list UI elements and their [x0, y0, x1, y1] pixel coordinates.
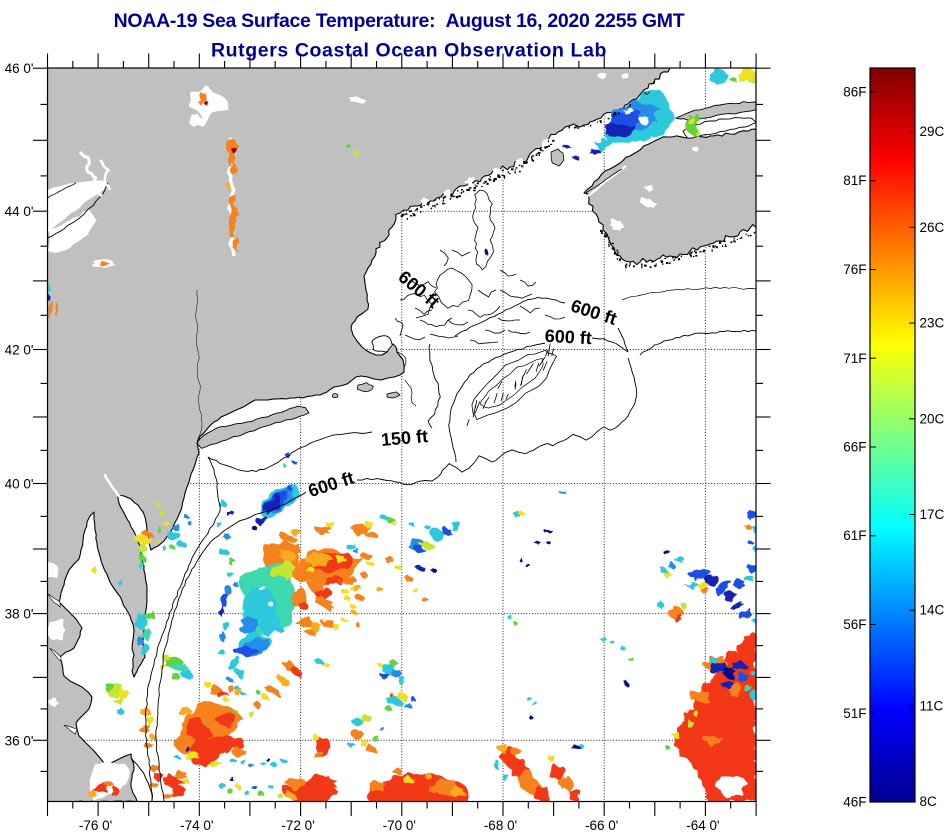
svg-text:-70 0': -70 0' [383, 818, 416, 832]
svg-text:-64 0': -64 0' [686, 818, 719, 832]
svg-text:-68 0': -68 0' [484, 818, 517, 832]
svg-text:23C: 23C [920, 316, 944, 331]
svg-text:36 0': 36 0' [5, 733, 34, 748]
svg-text:600 ft: 600 ft [544, 326, 592, 348]
svg-text:-74 0': -74 0' [180, 818, 213, 832]
svg-text:42 0': 42 0' [5, 343, 34, 358]
svg-text:44 0': 44 0' [5, 204, 34, 219]
svg-text:56F: 56F [843, 617, 866, 632]
svg-text:29C: 29C [920, 124, 944, 139]
svg-text:46F: 46F [843, 795, 866, 810]
svg-text:NOAA-19 Sea Surface Temperatur: NOAA-19 Sea Surface Temperature: August … [114, 10, 685, 32]
svg-text:38 0': 38 0' [5, 607, 34, 622]
svg-text:66F: 66F [843, 440, 866, 455]
svg-text:17C: 17C [920, 507, 944, 522]
svg-text:86F: 86F [843, 85, 866, 100]
svg-text:61F: 61F [843, 528, 866, 543]
svg-text:26C: 26C [920, 220, 944, 235]
svg-text:81F: 81F [843, 173, 866, 188]
svg-text:-66 0': -66 0' [585, 818, 618, 832]
svg-text:150 ft: 150 ft [380, 426, 429, 450]
svg-text:11C: 11C [920, 698, 944, 713]
svg-text:76F: 76F [843, 262, 866, 277]
svg-text:40 0': 40 0' [5, 477, 34, 492]
svg-text:20C: 20C [920, 411, 944, 426]
svg-text:14C: 14C [920, 603, 944, 618]
svg-text:8C: 8C [920, 794, 938, 809]
svg-text:-76 0': -76 0' [79, 818, 112, 832]
svg-text:Rutgers Coastal Ocean Observat: Rutgers Coastal Ocean Observation Lab [211, 40, 607, 62]
svg-text:-72 0': -72 0' [281, 818, 314, 832]
svg-text:46 0': 46 0' [5, 61, 34, 76]
svg-text:51F: 51F [843, 706, 866, 721]
svg-text:71F: 71F [843, 351, 866, 366]
